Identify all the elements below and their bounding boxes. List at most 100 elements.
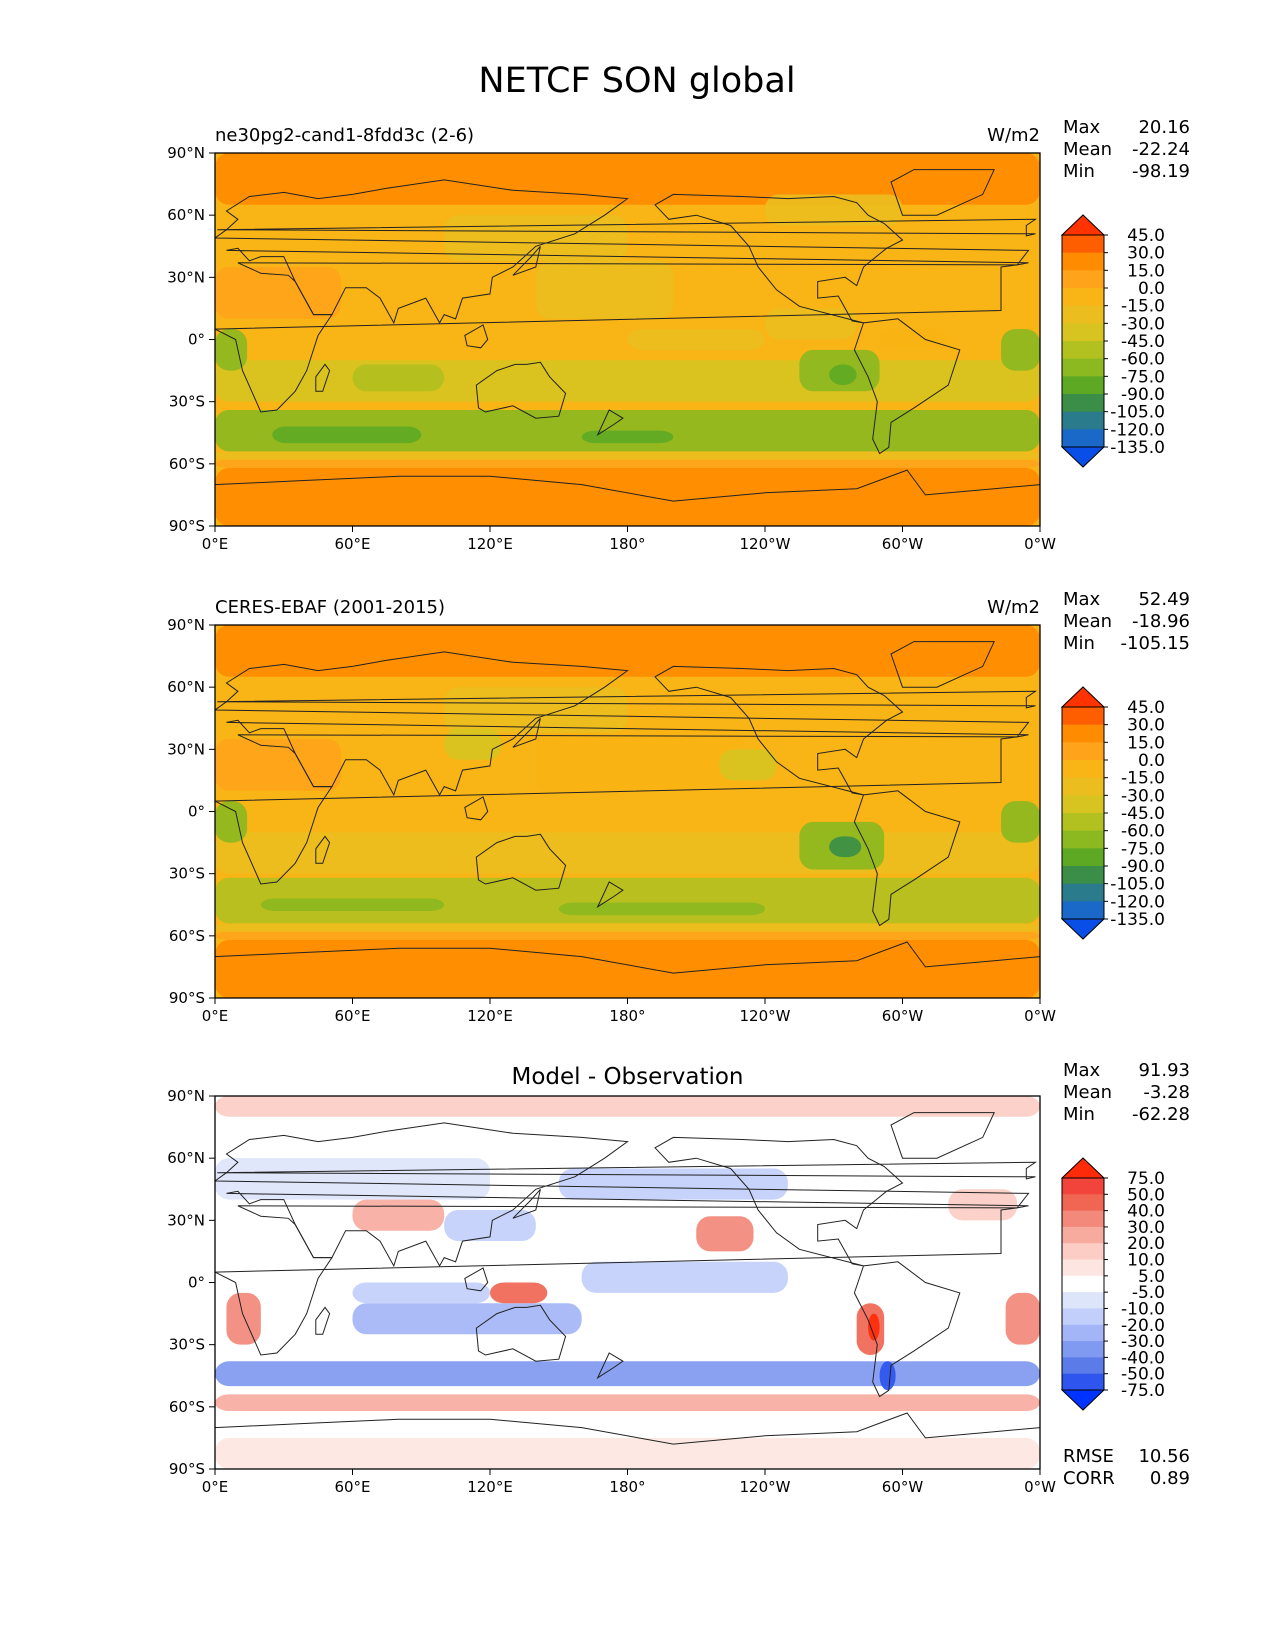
stat-value: -62.28 (1132, 1104, 1190, 1125)
map-field-difference (215, 1096, 1040, 1469)
y-tick-label: 90°S (169, 989, 205, 1007)
coastline-new-zealand (596, 881, 624, 909)
colorbar-tick-label: 50.0 (1127, 1185, 1165, 1205)
colorbar-swatch (1062, 358, 1104, 377)
x-tick-label: 0°E (202, 1478, 229, 1496)
colorbar-tick-label: 30.0 (1127, 244, 1165, 264)
contour-region (215, 801, 248, 843)
coastline-japan (512, 245, 541, 276)
colorbar-tick-label: -75.0 (1121, 839, 1165, 859)
stat-value: 52.49 (1138, 589, 1190, 610)
contour-region (1005, 1292, 1040, 1345)
x-tick-label: 0°E (202, 535, 229, 553)
colorbar-swatch (1062, 883, 1104, 902)
stat-value: 91.93 (1138, 1060, 1190, 1081)
colorbar-swatch (1062, 1259, 1104, 1277)
colorbar-extend-bottom (1060, 446, 1106, 468)
colorbar-swatch (1062, 760, 1104, 779)
coastline-greenland (890, 641, 995, 688)
contour-region (1001, 329, 1040, 371)
stat-label: Max (1063, 1060, 1101, 1081)
coastline-eurasia (215, 1122, 1030, 1268)
x-tick-label: 60°W (882, 1478, 924, 1496)
colorbar-swatch (1062, 813, 1104, 832)
colorbar-extend-top (1060, 1157, 1106, 1179)
colorbar-tick-label: -30.0 (1121, 786, 1165, 806)
colorbar-extend-bottom (1060, 1389, 1106, 1411)
x-tick-label: 180° (609, 1478, 645, 1496)
colorbar-swatch (1062, 411, 1104, 430)
panel-left-title: ne30pg2-cand1-8fdd3c (2-6) (215, 125, 474, 146)
colorbar-tick-label: -90.0 (1121, 857, 1165, 877)
coastlines (215, 1112, 1040, 1469)
coastline-africa (215, 262, 1018, 413)
contour-region (215, 1158, 490, 1200)
colorbar-tick-label: -15.0 (1121, 297, 1165, 317)
colorbar-swatch (1062, 376, 1104, 395)
contour-region (352, 1282, 490, 1304)
stat-label: Min (1063, 633, 1095, 654)
colorbar-swatch (1062, 270, 1104, 289)
y-tick-label: 60°N (167, 678, 205, 696)
colorbar-tick-label: -20.0 (1121, 1316, 1165, 1336)
y-tick-label: 0° (188, 331, 205, 349)
coastline-eurasia (215, 179, 1030, 325)
stat-value: -105.15 (1121, 633, 1190, 654)
x-tick-label: 60°E (334, 535, 370, 553)
x-tick-label: 60°W (882, 535, 924, 553)
x-tick-label: 180° (609, 1007, 645, 1025)
colorbar-swatch (1062, 724, 1104, 743)
colorbar-tick-label: -45.0 (1121, 804, 1165, 824)
colorbar-swatch (1062, 866, 1104, 885)
map-field-reference (215, 625, 1040, 998)
contour-region (215, 459, 1040, 468)
coastline-south-america (853, 1261, 961, 1398)
contour-region (215, 931, 1040, 940)
y-tick-label: 60°S (169, 1398, 205, 1416)
stat-value: 0.89 (1150, 1468, 1190, 1489)
colorbar-swatch (1062, 323, 1104, 342)
colorbar-tick-label: -60.0 (1121, 822, 1165, 842)
contour-region (215, 877, 1040, 924)
coastline-antarctica (215, 1412, 1040, 1469)
colorbar-swatch (1062, 1275, 1104, 1293)
colorbar-swatch (1062, 848, 1104, 867)
coastline-australia (475, 361, 567, 419)
coastline-africa (215, 1205, 1018, 1356)
x-tick-label: 60°W (882, 1007, 924, 1025)
coastline-north-america (654, 193, 904, 324)
y-tick-label: 60°N (167, 1149, 205, 1167)
stat-label: Max (1063, 117, 1101, 138)
coastlines (215, 641, 1040, 998)
coastline-borneo (464, 1267, 489, 1292)
colorbar-tick-label: -60.0 (1121, 350, 1165, 370)
coastline-antarctica (215, 941, 1040, 998)
colorbar-swatch (1062, 707, 1104, 726)
contour-region (444, 728, 502, 760)
coastline-japan (512, 717, 541, 748)
stat-value: -3.28 (1143, 1082, 1190, 1103)
coastline-greenland (890, 1112, 995, 1159)
coastline-south-america (853, 318, 961, 455)
colorbar-swatch (1062, 1194, 1104, 1212)
contour-region (215, 360, 1040, 402)
stat-label: Min (1063, 161, 1095, 182)
colorbar-swatch (1062, 1292, 1104, 1309)
contour-region (719, 749, 777, 781)
colorbar-tick-label: -90.0 (1121, 385, 1165, 405)
y-tick-label: 30°S (169, 393, 205, 411)
contour-region (215, 1096, 1040, 1117)
colorbar-tick-label: -45.0 (1121, 332, 1165, 352)
x-tick-label: 120°E (467, 1478, 513, 1496)
coastline-uk (217, 218, 1038, 237)
colorbar-swatch (1062, 1178, 1104, 1195)
stat-label: Max (1063, 589, 1101, 610)
colorbar-swatch (1062, 235, 1104, 254)
colorbar-swatch (1062, 742, 1104, 761)
colorbar-tick-label: 0.0 (1138, 751, 1165, 771)
contour-region (765, 308, 857, 340)
contour-region (627, 329, 765, 350)
coastline-australia (475, 1304, 567, 1362)
y-tick-label: 90°S (169, 517, 205, 535)
colorbar-swatch (1062, 1324, 1104, 1342)
